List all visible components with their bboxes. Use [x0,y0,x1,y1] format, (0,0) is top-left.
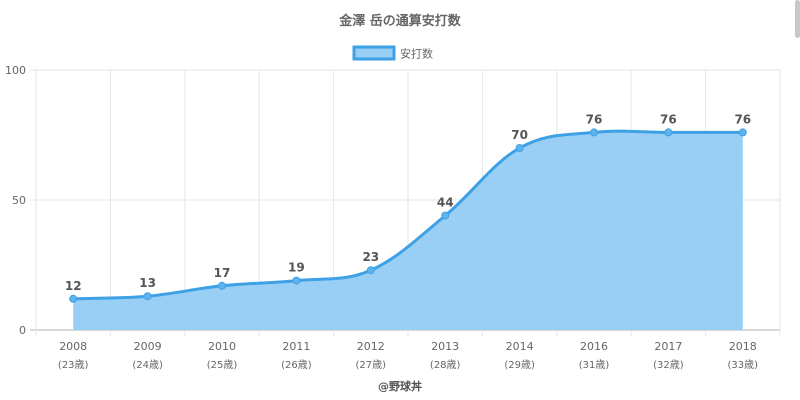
x-age-label: (31歳) [579,359,610,371]
data-point[interactable] [441,211,450,220]
data-labels: 12 13 17 19 23 44 70 76 76 76 [65,112,751,292]
x-age-label: (32歳) [653,359,684,371]
data-point[interactable] [292,276,301,285]
data-point[interactable] [218,281,226,290]
x-axis: 2008 (23歳) 2009 (24歳) 2010 (25歳) 2011 (26歳) 2012… [58,340,758,371]
series-line [73,129,743,301]
x-tick-label: 2012 [357,340,385,353]
data-point[interactable] [143,292,152,301]
y-tick-label: 50 [12,194,26,207]
data-label: 23 [362,250,379,264]
credit-text: @野球丼 [378,379,422,393]
data-point[interactable] [738,128,747,137]
data-label: 12 [65,279,82,293]
data-point[interactable] [515,144,524,152]
x-tick-label: 2008 [59,340,87,353]
data-label: 76 [586,112,603,126]
x-age-label: (24歳) [132,359,163,371]
data-label: 70 [511,128,528,142]
x-tick-label: 2016 [580,340,608,353]
y-tick-label: 0 [19,324,26,337]
x-age-label: (33歳) [728,359,759,371]
x-age-label: (29歳) [504,359,535,371]
x-age-label: (28歳) [430,359,461,371]
x-tick-label: 2011 [282,340,310,353]
data-label: 19 [288,261,305,275]
x-age-label: (27歳) [356,359,387,371]
series-area [73,131,743,330]
x-tick-label: 2009 [134,340,162,353]
y-tick-label: 100 [5,64,26,77]
data-label: 44 [437,196,454,210]
x-tick-label: 2014 [506,340,534,353]
x-age-label: (26歳) [281,359,312,371]
legend: 安打数 [352,45,433,61]
data-label: 13 [139,276,156,290]
data-point[interactable] [664,128,673,137]
x-tick-label: 2013 [431,340,459,353]
x-age-label: (23歳) [58,359,89,371]
data-label: 76 [734,112,751,126]
x-age-label: (25歳) [207,359,238,371]
legend-label: 安打数 [400,47,433,61]
data-label: 17 [214,266,231,280]
plot-area [69,128,747,330]
chart-title: 金澤 岳の通算安打数 [338,13,462,29]
y-axis: 0 50 100 [5,64,26,337]
x-tick-label: 2018 [729,340,757,353]
x-tick-label: 2010 [208,340,236,353]
data-point[interactable] [590,128,598,137]
data-point[interactable] [69,294,78,303]
x-tick-label: 2017 [654,340,682,353]
legend-swatch [352,45,396,61]
data-point[interactable] [366,266,375,275]
scrollbar-thumb[interactable] [795,0,800,38]
data-label: 76 [660,112,677,126]
